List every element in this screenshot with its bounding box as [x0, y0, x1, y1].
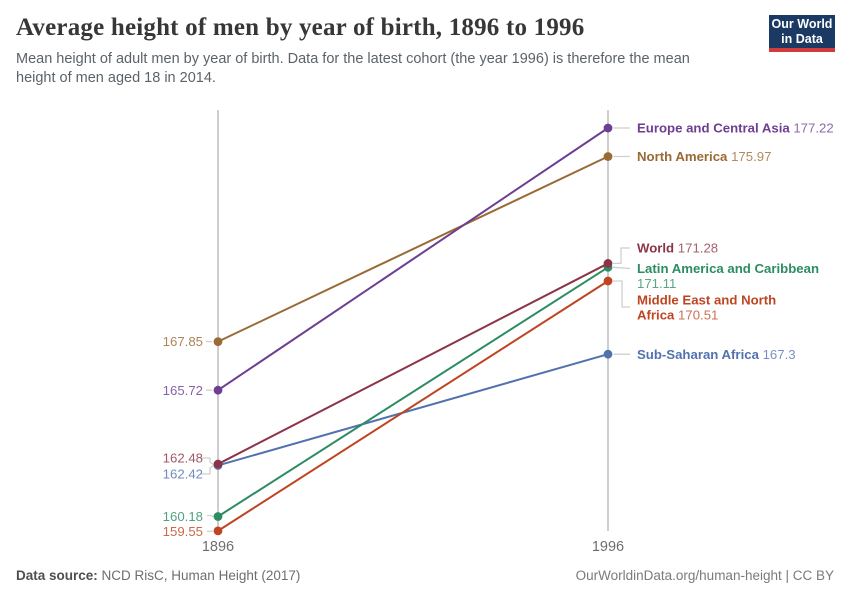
- x-tick-label-1896: 1896: [202, 539, 234, 555]
- series-sub-saharan-africa[interactable]: [213, 349, 613, 470]
- point-sub-saharan-africa-end[interactable]: [603, 349, 613, 359]
- start-value-label-sub-saharan-africa: 162.42: [163, 467, 203, 482]
- end-label-sub-saharan-africa-line1: Sub-Saharan Africa 167.3: [637, 347, 796, 362]
- data-source-text: NCD RisC, Human Height (2017): [101, 568, 301, 583]
- point-middle-east-and-north-africa-end[interactable]: [603, 276, 613, 286]
- credit-link[interactable]: OurWorldinData.org/human-height | CC BY: [575, 568, 834, 583]
- end-label-north-america-line1: North America 175.97: [637, 149, 771, 164]
- line-north-america[interactable]: [217, 155, 609, 343]
- end-label-middle-east-and-north-africa-line1: Middle East and North: [637, 293, 776, 308]
- label-connector-world: [200, 457, 214, 466]
- data-source-label: Data source:: [16, 568, 98, 583]
- owid-logo[interactable]: Our World in Data: [769, 15, 835, 52]
- label-connector-latin-america-and-caribbean: [612, 266, 631, 270]
- start-value-label-europe-and-central-asia: 165.72: [163, 383, 203, 398]
- start-value-label-world: 162.48: [163, 451, 203, 466]
- line-latin-america-and-caribbean[interactable]: [217, 266, 609, 518]
- series-middle-east-and-north-africa[interactable]: [213, 276, 613, 536]
- page-title: Average height of men by year of birth, …: [16, 14, 585, 41]
- label-connector-latin-america-and-caribbean: [207, 514, 214, 518]
- point-north-america-start[interactable]: [213, 337, 223, 347]
- start-value-label-north-america: 167.85: [163, 334, 203, 349]
- end-label-latin-america-and-caribbean-line2: 171.11: [637, 276, 676, 291]
- start-value-label-latin-america-and-caribbean: 160.18: [163, 509, 203, 524]
- line-middle-east-and-north-africa[interactable]: [217, 280, 609, 532]
- end-label-latin-america-and-caribbean-line1: Latin America and Caribbean: [637, 261, 819, 276]
- point-europe-and-central-asia-start[interactable]: [213, 385, 223, 395]
- label-connector-sub-saharan-africa: [200, 464, 214, 475]
- chart-subtitle: Mean height of adult men by year of birt…: [16, 51, 690, 87]
- series-europe-and-central-asia[interactable]: [213, 123, 613, 395]
- chart-footer: Data source: NCD RisC, Human Height (201…: [16, 568, 834, 583]
- line-world[interactable]: [217, 262, 609, 465]
- series-latin-america-and-caribbean[interactable]: [213, 262, 613, 521]
- owid-logo-line1: Our World: [771, 16, 833, 31]
- label-connector-middle-east-and-north-africa: [206, 530, 214, 533]
- label-connector-world: [613, 247, 630, 265]
- end-label-europe-and-central-asia-line1: Europe and Central Asia 177.22: [637, 121, 834, 136]
- x-tick-label-1996: 1996: [592, 539, 624, 555]
- point-middle-east-and-north-africa-start[interactable]: [213, 526, 223, 536]
- data-source: Data source: NCD RisC, Human Height (201…: [16, 568, 300, 583]
- owid-logo-line2: in Data: [781, 31, 823, 46]
- point-europe-and-central-asia-end[interactable]: [603, 123, 613, 133]
- end-label-world-line1: World 171.28: [637, 241, 718, 256]
- series-world[interactable]: [213, 259, 613, 469]
- point-latin-america-and-caribbean-start[interactable]: [213, 512, 223, 521]
- label-connector-middle-east-and-north-africa: [613, 280, 630, 308]
- point-world-end[interactable]: [603, 259, 613, 268]
- line-sub-saharan-africa[interactable]: [217, 353, 609, 467]
- point-north-america-end[interactable]: [603, 152, 613, 161]
- chart-header: Average height of men by year of birth, …: [0, 0, 850, 88]
- line-europe-and-central-asia[interactable]: [217, 127, 609, 392]
- end-label-middle-east-and-north-africa-line2: Africa 170.51: [637, 308, 718, 323]
- series-north-america[interactable]: [213, 152, 613, 347]
- point-world-start[interactable]: [213, 459, 223, 469]
- start-value-label-middle-east-and-north-africa: 159.55: [163, 524, 203, 539]
